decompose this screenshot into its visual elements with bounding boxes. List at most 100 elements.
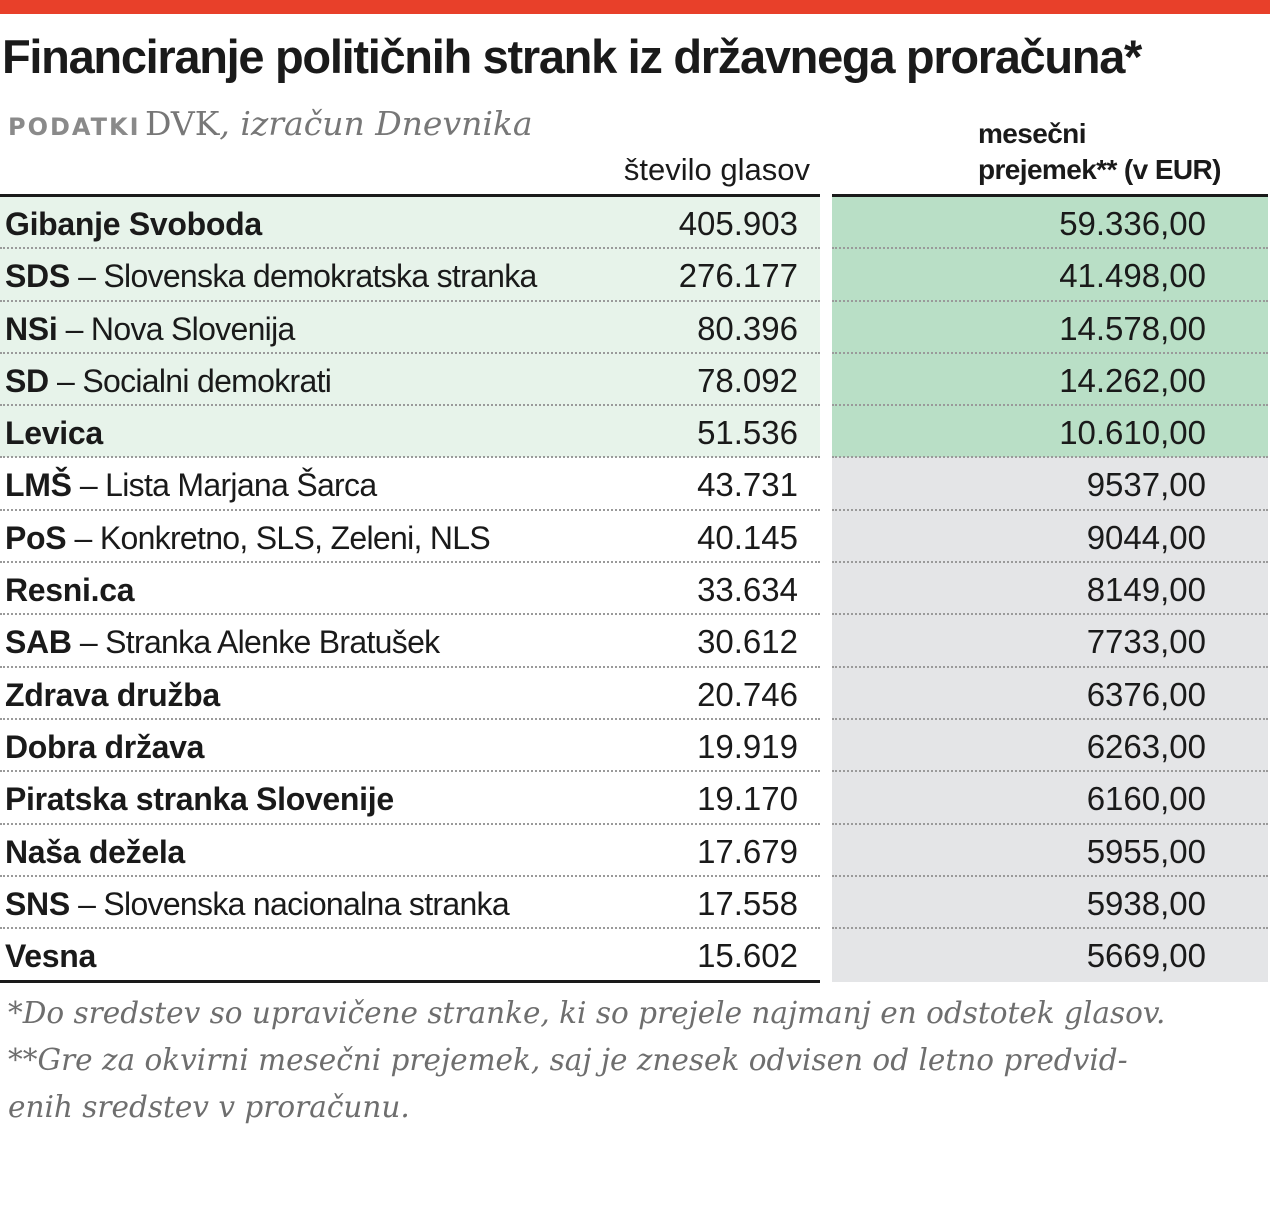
party-abbr: Zdrava družba (5, 676, 220, 713)
payment-value: 59.336,00 (1059, 205, 1206, 242)
party-abbr: Dobra država (5, 728, 205, 765)
payment-value: 6263,00 (1086, 727, 1206, 765)
party-full-name: – Nova Slovenija (57, 310, 296, 347)
table-row: Levica 51.536 10.610,00 (0, 406, 1270, 459)
party-abbr: Naša dežela (5, 833, 185, 870)
row-divider-right (832, 456, 1268, 459)
votes-value: 20.746 (697, 675, 798, 713)
party-abbr: SD (5, 362, 49, 399)
payment-value: 14.262,00 (1059, 361, 1206, 399)
votes-value: 15.602 (697, 937, 798, 975)
accent-bar (0, 0, 1270, 14)
source-label: PODATKI (8, 113, 141, 141)
row-divider-right (832, 665, 1268, 668)
table-row: SDS – Slovenska demokratska stranka 276.1… (0, 249, 1270, 302)
table-row: Gibanje Svoboda 405.903 59.336,00 (0, 197, 1270, 250)
row-divider-right (832, 717, 1268, 720)
row-divider-left (0, 247, 820, 250)
party-full-name: – Socialni demokrati (48, 362, 332, 399)
footnote-1: *Do sredstev so upravičene stranke, ki s… (8, 996, 1166, 1030)
party-abbr: Gibanje Svoboda (5, 206, 262, 242)
party-abbr: LMŠ (5, 467, 72, 504)
footnote-3: enih sredstev v proračunu. (8, 1090, 410, 1124)
party-abbr: Levica (5, 415, 103, 452)
party-full-name: – Stranka Alenke Bratušek (71, 624, 440, 661)
source-line: PODATKI DVK, izračun Dnevnika (8, 100, 533, 148)
row-divider-right (832, 508, 1268, 511)
table-row: Resni.ca 33.634 8149,00 (0, 563, 1270, 616)
votes-value: 19.919 (697, 727, 798, 765)
table-row: LMŠ – Lista Marjana Šarca 43.731 9537,00 (0, 458, 1270, 511)
row-divider-right (832, 299, 1268, 302)
party-abbr: PoS (5, 519, 67, 556)
row-divider-left (0, 927, 820, 930)
row-divider-left (0, 508, 820, 511)
party-name: Resni.ca (5, 563, 135, 615)
party-abbr: Vesna (5, 938, 97, 975)
party-name: Piratska stranka Slovenije (5, 772, 394, 824)
votes-value: 30.612 (697, 623, 798, 661)
row-divider-left (0, 351, 820, 354)
party-name: NSi – Nova Slovenija (5, 302, 295, 354)
votes-value: 43.731 (697, 466, 798, 504)
party-name: SAB – Stranka Alenke Bratušek (5, 615, 440, 667)
footnote-2: **Gre za okvirni mesečni prejemek, saj j… (8, 1043, 1128, 1077)
party-name: PoS – Konkretno, SLS, Zeleni, NLS (5, 511, 491, 563)
party-abbr: NSi (5, 310, 58, 347)
party-name: Dobra država (5, 720, 204, 772)
party-name: Gibanje Svoboda (5, 197, 262, 249)
party-full-name: – Slovenska nacionalna stranka (69, 885, 510, 922)
highlight-band-left (0, 197, 820, 457)
party-abbr: Piratska stranka Slovenije (5, 781, 394, 818)
payment-value: 6160,00 (1086, 780, 1206, 818)
payment-value: 5938,00 (1086, 884, 1206, 922)
header-rule-right (832, 194, 1268, 197)
party-full-name: – Lista Marjana Šarca (71, 467, 377, 504)
table-row: SNS – Slovenska nacionalna stranka 17.558… (0, 877, 1270, 930)
payment-value: 6376,00 (1086, 675, 1206, 713)
row-divider-right (832, 874, 1268, 877)
payment-value: 8149,00 (1086, 571, 1206, 609)
row-divider-left (0, 404, 820, 407)
votes-value: 51.536 (697, 414, 798, 452)
payment-value: 9537,00 (1086, 466, 1206, 504)
payment-value: 10.610,00 (1059, 414, 1206, 452)
payment-header-line2: prejemek** (v EUR) (978, 154, 1221, 185)
party-name: Naša dežela (5, 825, 185, 877)
votes-value: 276.177 (678, 257, 798, 295)
row-divider-left (0, 561, 820, 564)
payment-value: 14.578,00 (1059, 309, 1206, 347)
row-divider-right (832, 613, 1268, 616)
chart-title: Financiranje političnih strank iz državn… (2, 30, 1142, 83)
row-divider-left (0, 822, 820, 825)
votes-value: 19.170 (697, 780, 798, 818)
party-abbr: SAB (5, 624, 72, 661)
payment-value: 5669,00 (1086, 937, 1206, 975)
party-name: SDS – Slovenska demokratska stranka (5, 249, 537, 301)
party-full-name: – Slovenska demokratska stranka (69, 258, 537, 295)
row-divider-right (832, 770, 1268, 773)
row-divider-left (0, 665, 820, 668)
table-row: Zdrava družba 20.746 6376,00 (0, 668, 1270, 720)
party-name: Vesna (5, 929, 96, 981)
party-name: Levica (5, 406, 103, 458)
payment-value: 9044,00 (1086, 518, 1206, 556)
party-abbr: SDS (5, 258, 70, 295)
row-divider-left (0, 770, 820, 773)
row-divider-left (0, 456, 820, 459)
row-divider-right (832, 927, 1268, 930)
votes-value: 17.679 (697, 832, 798, 870)
table-row: Dobra država 19.919 6263,00 (0, 720, 1270, 773)
party-name: LMŠ – Lista Marjana Šarca (5, 458, 377, 510)
votes-column-header: število glasov (623, 152, 810, 187)
row-divider-right (832, 247, 1268, 250)
party-full-name: – Konkretno, SLS, Zeleni, NLS (66, 519, 491, 556)
party-table: Gibanje Svoboda 405.903 59.336,00 SDS – Slo… (0, 197, 1270, 981)
payment-value: 7733,00 (1086, 623, 1206, 661)
party-abbr: Resni.ca (5, 572, 135, 609)
party-name: SD – Socialni demokrati (5, 354, 332, 406)
table-row: NSi – Nova Slovenija 80.396 14.578,00 (0, 302, 1270, 354)
table-row: Naša dežela 17.679 5955,00 (0, 825, 1270, 877)
bottom-rule (0, 980, 820, 983)
table-row: Vesna 15.602 5669,00 (0, 929, 1270, 981)
